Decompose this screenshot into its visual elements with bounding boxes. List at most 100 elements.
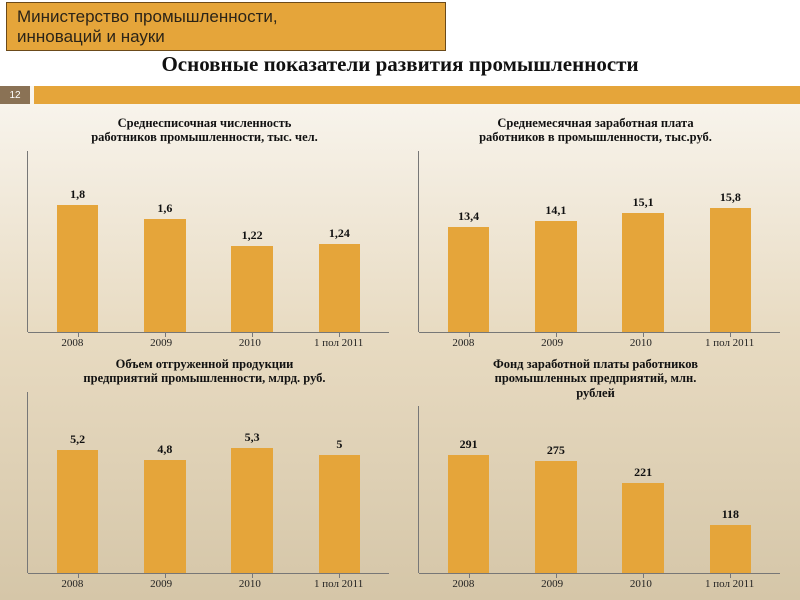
chart-title: Среднесписочная численность работников п… [14, 114, 395, 147]
bar-column: 5,3 [214, 392, 291, 573]
x-tick [643, 573, 644, 578]
bar-column: 15,8 [692, 151, 769, 332]
bar-value-label: 118 [722, 507, 739, 522]
x-label: 2010 [211, 337, 289, 349]
bar-rect [57, 450, 98, 573]
bar-value-label: 291 [460, 437, 478, 452]
x-label: 2008 [424, 578, 502, 590]
bar-rect [231, 448, 272, 573]
bar-rect [710, 208, 751, 332]
bar-rect [319, 244, 360, 332]
bar-column: 5 [301, 392, 378, 573]
bar-rect [57, 205, 98, 332]
x-label: 2008 [424, 337, 502, 349]
bar-value-label: 14,1 [545, 203, 566, 218]
bar-value-label: 5,2 [70, 432, 85, 447]
bar-rect [622, 213, 663, 332]
chart-shipped: Объем отгруженной продукции предприятий … [14, 355, 395, 590]
x-tick [643, 332, 644, 337]
chart-plot: 291 275 221 118 [419, 406, 780, 574]
x-tick [339, 332, 340, 337]
x-label: 1 пол 2011 [300, 337, 378, 349]
bar-column: 14,1 [517, 151, 594, 332]
x-tick [252, 573, 253, 578]
bar-column: 1,24 [301, 151, 378, 332]
x-label: 2010 [602, 337, 680, 349]
bar-column: 275 [517, 406, 594, 573]
bar-rect [535, 461, 576, 573]
bar-value-label: 5,3 [245, 430, 260, 445]
bar-column: 118 [692, 406, 769, 573]
bar-value-label: 5 [336, 437, 342, 452]
x-axis-labels: 2008 2009 2010 1 пол 2011 [405, 335, 780, 349]
bar-column: 13,4 [430, 151, 507, 332]
bar-rect [231, 246, 272, 332]
bar-rect [144, 219, 185, 332]
accent-stripe-bar [34, 86, 800, 104]
x-label: 2009 [122, 578, 200, 590]
x-label: 2010 [602, 578, 680, 590]
x-label: 2009 [122, 337, 200, 349]
x-tick [252, 332, 253, 337]
x-label: 1 пол 2011 [691, 337, 769, 349]
x-axis-labels: 2008 2009 2010 1 пол 2011 [14, 576, 389, 590]
bar-rect [448, 227, 489, 332]
x-tick [469, 573, 470, 578]
bar-rect [622, 483, 663, 573]
x-label: 2008 [33, 337, 111, 349]
bar-value-label: 13,4 [458, 209, 479, 224]
x-tick [78, 573, 79, 578]
x-label: 2010 [211, 578, 289, 590]
page-title: Основные показатели развития промышленно… [0, 52, 800, 77]
chart-title: Объем отгруженной продукции предприятий … [14, 355, 395, 388]
chart-headcount: Среднесписочная численность работников п… [14, 114, 395, 349]
bar-column: 5,2 [39, 392, 116, 573]
x-label: 1 пол 2011 [300, 578, 378, 590]
bar-rect [144, 460, 185, 573]
ministry-line-1: Министерство промышленности, [17, 7, 417, 27]
x-label: 2008 [33, 578, 111, 590]
charts-grid: Среднесписочная численность работников п… [0, 112, 800, 600]
bar-column: 221 [605, 406, 682, 573]
x-axis-labels: 2008200920101 пол 2011 [405, 576, 780, 590]
bar-value-label: 1,8 [70, 187, 85, 202]
accent-stripe: 12 [0, 86, 800, 104]
bar-value-label: 1,22 [242, 228, 263, 243]
bar-value-label: 15,8 [720, 190, 741, 205]
chart-plot: 13,4 14,1 15,1 15,8 [419, 151, 780, 333]
bar-column: 291 [430, 406, 507, 573]
chart-payroll: Фонд заработной платы работников промышл… [405, 355, 786, 590]
bar-column: 15,1 [605, 151, 682, 332]
x-axis-labels: 2008 2009 2010 1 пол 2011 [14, 335, 389, 349]
x-tick [339, 573, 340, 578]
x-tick [469, 332, 470, 337]
bar-rect [319, 455, 360, 573]
bar-column: 1,8 [39, 151, 116, 332]
bar-column: 1,6 [126, 151, 203, 332]
bar-value-label: 4,8 [157, 442, 172, 457]
x-label: 2009 [513, 578, 591, 590]
chart-plot: 5,2 4,8 5,3 5 [28, 392, 389, 574]
bar-column: 4,8 [126, 392, 203, 573]
bar-column: 1,22 [214, 151, 291, 332]
chart-title: Фонд заработной платы работников промышл… [405, 355, 786, 402]
bar-rect [710, 525, 751, 573]
x-tick [556, 573, 557, 578]
x-label: 2009 [513, 337, 591, 349]
x-tick [165, 573, 166, 578]
bar-value-label: 15,1 [633, 195, 654, 210]
x-tick [165, 332, 166, 337]
chart-salary: Среднемесячная заработная плата работник… [405, 114, 786, 349]
bar-rect [448, 455, 489, 573]
bar-value-label: 1,24 [329, 226, 350, 241]
bar-value-label: 275 [547, 443, 565, 458]
bar-value-label: 221 [634, 465, 652, 480]
chart-plot: 1,8 1,6 1,22 1,24 [28, 151, 389, 333]
x-tick [730, 573, 731, 578]
chart-title: Среднемесячная заработная плата работник… [405, 114, 786, 147]
ministry-line-2: инноваций и науки [17, 27, 417, 47]
x-tick [556, 332, 557, 337]
slide-number: 12 [0, 86, 30, 104]
x-tick [78, 332, 79, 337]
ministry-badge: Министерство промышленности, инноваций и… [6, 2, 446, 51]
